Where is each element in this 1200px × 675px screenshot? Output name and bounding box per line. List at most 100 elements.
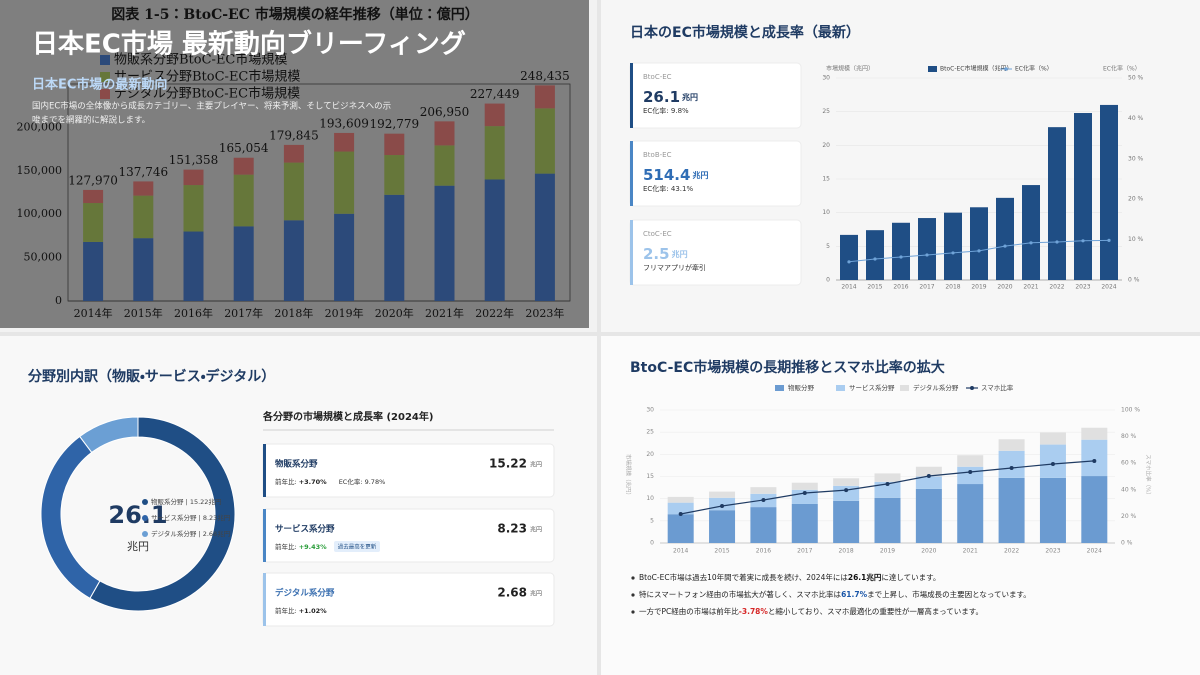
y-tick-label: 50,000: [24, 251, 63, 264]
bar: [791, 489, 818, 504]
legend-label: デジタル系分野: [913, 383, 959, 392]
line-point: [1081, 239, 1085, 243]
y-tick-label: 10: [822, 209, 830, 216]
legend-marker: [142, 531, 148, 537]
legend-label: BtoC-EC市場規模（兆円）: [940, 65, 1012, 73]
bullet-text: 一方でPC経由の市場は前年比-3.78%と縮小しており、スマホ最適化の重要性が一…: [639, 606, 983, 616]
line-point: [885, 481, 890, 486]
bar: [434, 145, 455, 186]
bar: [915, 476, 942, 489]
bullet-span: に達しています。: [881, 572, 940, 582]
total-label: 179,845: [269, 128, 319, 142]
bar: [750, 507, 777, 543]
bar: [1039, 477, 1066, 543]
bar: [83, 203, 104, 242]
total-label: 206,950: [420, 105, 470, 119]
x-tick-label: 2019: [971, 284, 986, 291]
total-label: 137,746: [118, 165, 168, 179]
bar: [998, 450, 1025, 478]
legend-label: デジタル系分野 | 2.68兆円: [151, 529, 230, 538]
hero-subtitle: 日本EC市場の最新動向: [32, 77, 167, 93]
bar: [334, 132, 355, 152]
y-tick-label: 0: [55, 294, 62, 307]
legend-marker: [142, 515, 148, 521]
y2-axis-title: EC化率（%）: [1103, 65, 1141, 73]
segment-name: サービス系分野: [275, 524, 335, 535]
bar: [791, 503, 818, 543]
bullet-span: 一方でPC経由の市場は前年比: [639, 606, 739, 616]
y2-tick-label: 0 %: [1121, 540, 1133, 547]
bar: [83, 241, 104, 301]
legend-label: デジタル分野BtoC-EC市場規模: [114, 86, 300, 102]
section-title: 分野別内訳（物販・サービス・デジタル）: [27, 368, 275, 385]
bar: [840, 234, 858, 280]
section-title: 日本のEC市場規模と成長率（最新）: [630, 24, 860, 41]
segment-value: 2.68: [497, 586, 527, 600]
bullet-text: 特にスマートフォン経由の市場拡大が著しく、スマホ比率は61.7%まで上昇し、市場…: [639, 589, 1031, 599]
y2-tick-label: 20 %: [1128, 196, 1144, 203]
growth-label: 前年比:: [275, 477, 297, 486]
x-tick-label: 2020年: [375, 306, 414, 320]
bar: [874, 481, 901, 498]
y-tick-label: 25: [822, 108, 830, 115]
segment-value: 15.22: [489, 457, 527, 471]
legend-label: スマホ比率: [981, 383, 1014, 392]
y-tick-label: 5: [826, 243, 830, 250]
x-tick-label: 2021: [963, 548, 978, 555]
bar: [667, 502, 694, 515]
bullet-span: と縮小しており、スマホ最適化の重要性が一層高まっています。: [768, 606, 983, 616]
donut-center-value: 26.1: [108, 501, 167, 529]
bar: [957, 484, 984, 543]
legend-swatch: [100, 89, 110, 99]
segment-unit: 兆円: [530, 590, 542, 598]
bar: [750, 487, 777, 494]
segment-growth: 前年比: +3.70% EC化率: 9.78%: [275, 477, 385, 486]
x-tick-label: 2021年: [425, 306, 464, 320]
y-tick-label: 100,000: [17, 207, 63, 220]
legend-marker: [970, 386, 974, 390]
bar: [83, 189, 104, 204]
bar: [183, 185, 204, 232]
legend-swatch: [100, 55, 110, 65]
bar: [1048, 127, 1066, 280]
bullet-span: BtoC-EC市場は過去10年間で着実に成長を続け、2024年には: [639, 572, 848, 582]
y-tick-label: 20: [646, 451, 654, 458]
line-point: [761, 498, 766, 503]
x-tick-label: 2020: [921, 548, 936, 555]
legend-label: 物販系分野 | 15.22兆円: [151, 497, 221, 506]
x-tick-label: 2019年: [325, 306, 364, 320]
kpi-note: フリマアプリが牽引: [643, 263, 706, 272]
y-tick-label: 0: [650, 540, 654, 547]
bar: [833, 500, 860, 543]
segment-growth: 前年比: +9.43%: [275, 542, 327, 551]
line-point: [977, 249, 981, 253]
bar: [283, 144, 304, 163]
segment-card: [262, 508, 555, 563]
x-tick-label: 2023: [1075, 284, 1090, 291]
line-point: [899, 255, 903, 259]
growth-label: 前年比:: [275, 542, 297, 551]
line-point: [1107, 238, 1111, 243]
bar: [434, 185, 455, 301]
bar: [233, 157, 254, 175]
bullet-emphasis: 61.7%: [841, 590, 868, 599]
x-tick-label: 2015年: [124, 306, 163, 320]
line-point: [847, 260, 851, 264]
bullet-dot: [631, 576, 635, 580]
growth-label: 前年比:: [275, 606, 297, 615]
bar: [434, 121, 455, 146]
x-tick-label: 2014: [841, 284, 856, 291]
x-tick-label: 2022: [1004, 548, 1019, 555]
line-point: [951, 251, 955, 255]
kpi-label: BtoC-EC: [643, 73, 672, 81]
kpi-value: 26.1 兆円: [643, 88, 698, 106]
legend-label: サービス系分野: [849, 383, 895, 392]
bar: [534, 85, 555, 109]
section-title: BtoC-EC市場規模の長期推移とスマホ比率の拡大: [630, 359, 945, 376]
bar: [709, 491, 736, 498]
plot-frame: [67, 83, 571, 302]
y-axis-title: 市場規模（兆円）: [826, 65, 874, 73]
bullet-dot: [631, 593, 635, 597]
kpi-unit: 兆円: [672, 249, 688, 259]
